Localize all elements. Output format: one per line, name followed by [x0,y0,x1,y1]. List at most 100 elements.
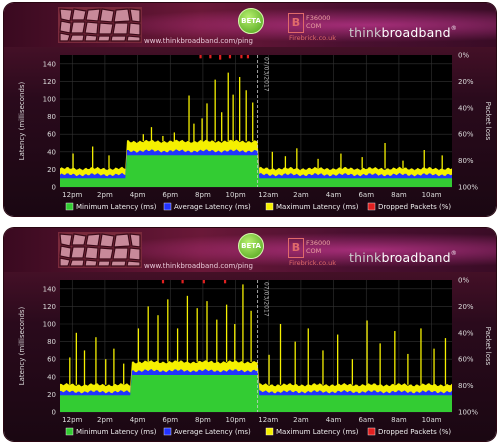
y-tick-label: 120 [43,303,56,311]
legend-swatch [367,202,376,211]
legend-label: Minimum Latency (ms) [76,428,157,436]
thinkbroadband-logo: thinkbroadband® [349,25,457,40]
x-tick-label: 4pm [130,416,146,424]
beta-badge: BETA [238,8,264,34]
latency-chart-2: 0 20 40 60 80 100 120 140 12pm 2pm 4pm 6pm 8pm 10pm 12… [4,272,496,441]
right-tick-label: 40% [458,104,474,112]
latency-chart-1: 0 20 40 60 80 100 120 140 12pm 2pm 4pm 6pm 8pm 10pm 12… [4,47,496,216]
legend-swatch [163,202,172,211]
right-tick-label: 60% [458,131,474,139]
x-tick-label: 4am [326,416,342,424]
dropped-packets-mark [209,55,212,59]
banner-url: www.thinkbroadband.com/ping [144,262,253,270]
right-tick-label: 60% [458,356,474,364]
x-tick-label: 10am [422,191,442,199]
y-tick-label: 60 [47,131,56,139]
y-tick-label: 20 [47,391,56,399]
legend-label: Maximum Latency (ms) [276,428,359,436]
y-axis-label: Latency (milliseconds) [18,81,26,160]
right-tick-label: 80% [458,157,474,165]
beta-badge: BETA [238,233,264,259]
banner-url: www.thinkbroadband.com/ping [144,37,253,45]
y-tick-label: 100 [43,321,56,329]
y-axis-label: Latency (milliseconds) [18,306,26,385]
legend-swatch [65,202,74,211]
x-tick-label: 12pm [62,416,82,424]
y-tick-label: 140 [43,60,56,68]
right-tick-label: 0% [458,52,469,60]
legend-swatch [265,202,274,211]
firebrick-number: F36000 COM [306,14,331,30]
legend-swatch [265,427,274,436]
x-tick-label: 8am [391,191,407,199]
dropped-packets-mark [199,55,202,59]
firebrick-number: F36000 COM [306,239,331,255]
firebrick-logo-icon: B [288,13,304,33]
mosaic-logo-icon [58,232,142,268]
y-tick-label: 60 [47,356,56,364]
x-tick-label: 10am [422,416,442,424]
legend-label: Maximum Latency (ms) [276,203,359,211]
right-tick-label: 20% [458,303,474,311]
y-tick-label: 20 [47,166,56,174]
latency-chart-svg-2: 0 20 40 60 80 100 120 140 12pm 2pm 4pm 6pm 8pm 10pm 12… [18,277,492,437]
x-tick-label: 12pm [62,191,82,199]
dropped-packets-mark [181,280,184,284]
dropped-packets-mark [228,55,232,59]
series-minimum-latency-area [60,155,452,187]
x-tick-label: 2pm [97,191,113,199]
right-tick-label: 0% [458,277,469,285]
x-tick-label: 4pm [130,191,146,199]
banner: BETA www.thinkbroadband.com/ping B F3600… [4,3,496,47]
x-tick-label: 12am [258,416,278,424]
right-axis-label: Packet loss [484,327,492,366]
date-marker-label: 07/03/2017 [263,282,270,317]
x-tick-label: 10pm [225,191,245,199]
y-tick-label: 80 [47,113,56,121]
graph-panel-2: BETA www.thinkbroadband.com/ping B F3600… [4,228,496,441]
legend-label: Average Latency (ms) [174,203,251,211]
dropped-packets-mark [202,280,205,284]
y-tick-label: 0 [52,184,56,192]
legend-label: Average Latency (ms) [174,428,251,436]
dropped-packets-mark [161,280,165,284]
x-tick-label: 6am [358,191,374,199]
y-tick-label: 120 [43,78,56,86]
mosaic-logo-icon [58,7,142,43]
y-tick-label: 0 [52,409,56,417]
graph-panel-1: BETA www.thinkbroadband.com/ping B F3600… [4,3,496,216]
x-tick-label: 2pm [97,416,113,424]
x-tick-label: 8pm [195,191,211,199]
legend-label: Dropped Packets (%) [378,428,451,436]
y-tick-label: 140 [43,285,56,293]
thinkbroadband-logo: thinkbroadband® [349,250,457,265]
dropped-packets-mark [246,55,250,59]
right-tick-label: 100% [458,184,478,192]
firebrick-logo-icon: B [288,238,304,258]
y-tick-label: 100 [43,96,56,104]
date-marker-label: 07/03/2017 [263,57,270,92]
firebrick-site: Firebrick.co.uk [289,34,336,42]
x-tick-label: 2am [293,191,309,199]
latency-chart-svg-1: 0 20 40 60 80 100 120 140 12pm 2pm 4pm 6pm 8pm 10pm 12… [18,52,492,212]
y-tick-label: 40 [47,373,56,381]
x-tick-label: 10pm [225,416,245,424]
dropped-packets-mark [240,55,243,59]
y-tick-label: 80 [47,338,56,346]
legend-label: Minimum Latency (ms) [76,203,157,211]
x-tick-label: 6pm [162,191,178,199]
right-tick-label: 20% [458,78,474,86]
series-minimum-latency-area [60,375,452,412]
x-tick-label: 12am [258,191,278,199]
legend-swatch [163,427,172,436]
x-tick-label: 6pm [162,416,178,424]
dropped-packets-mark [219,55,222,60]
x-tick-label: 8am [391,416,407,424]
x-tick-label: 8pm [195,416,211,424]
right-tick-label: 80% [458,382,474,390]
banner: BETA www.thinkbroadband.com/ping B F3600… [4,228,496,272]
x-tick-label: 6am [358,416,374,424]
right-tick-label: 100% [458,409,478,417]
x-tick-label: 4am [326,191,342,199]
dropped-packets-mark [223,280,227,284]
